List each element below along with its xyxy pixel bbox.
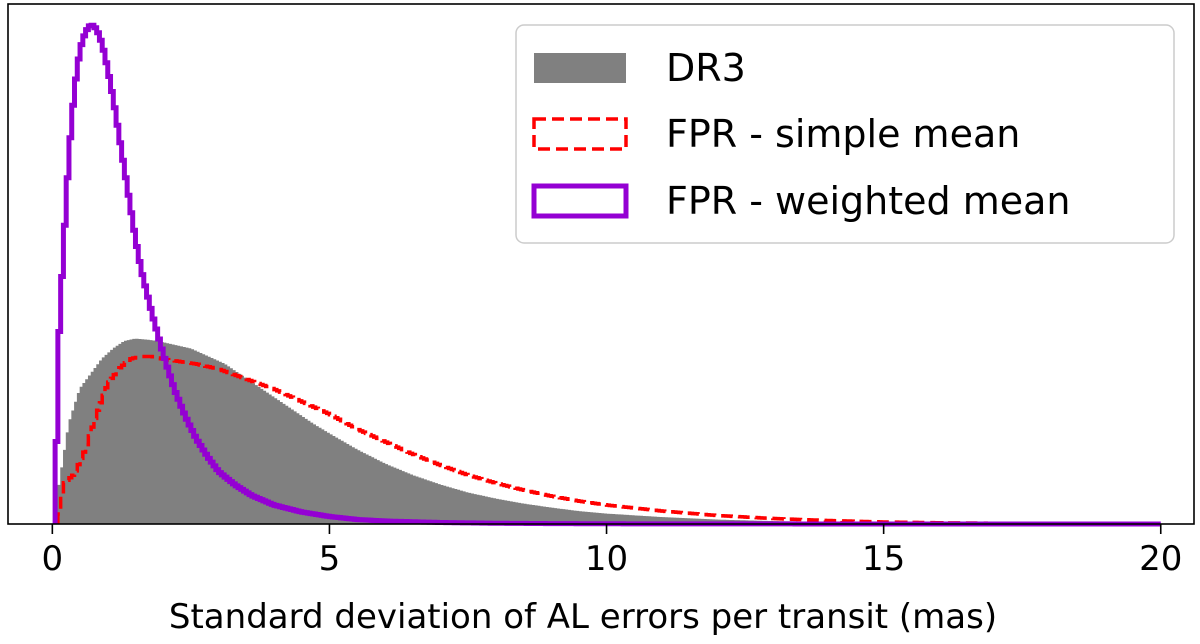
- x-tick-label: 0: [42, 539, 64, 579]
- legend: DR3 FPR - simple mean FPR - weighted mean: [515, 24, 1175, 244]
- legend-label-2: FPR - simple mean: [666, 112, 1020, 156]
- x-axis-label: Standard deviation of AL errors per tran…: [169, 597, 997, 637]
- legend-swatch-3: [531, 183, 629, 219]
- legend-label-1: DR3: [666, 46, 746, 90]
- plot-frame: [7, 3, 1195, 525]
- legend-swatch-1: [534, 53, 626, 83]
- x-tick-label: 20: [1139, 539, 1182, 579]
- x-tick-label: 5: [319, 539, 341, 579]
- legend-swatch-2: [532, 117, 628, 151]
- legend-box: [515, 24, 1175, 244]
- x-axis: 0 5 10 15 20: [42, 524, 1182, 579]
- x-tick-label: 15: [862, 539, 905, 579]
- x-tick-label: 10: [585, 539, 628, 579]
- legend-label-3: FPR - weighted mean: [666, 179, 1071, 223]
